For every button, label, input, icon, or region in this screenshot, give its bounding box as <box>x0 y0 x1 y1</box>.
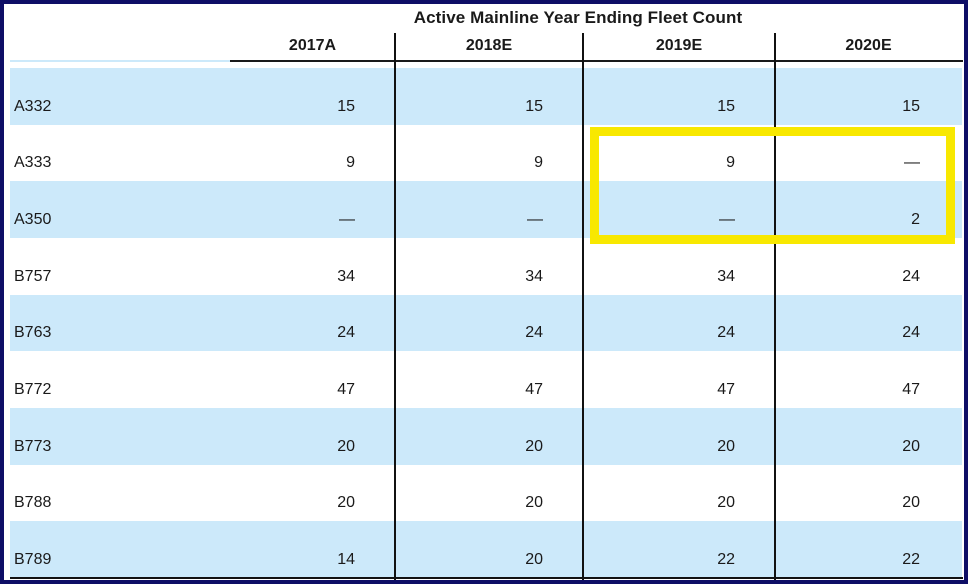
table-row: B772 47 47 47 47 <box>10 351 962 408</box>
cell-value: 2 <box>911 210 920 228</box>
cell-value: 9 <box>534 154 543 172</box>
row-label: B788 <box>14 494 52 512</box>
cell-value: 20 <box>337 437 355 455</box>
cell-value: 20 <box>717 494 735 512</box>
cell-value: 24 <box>337 324 355 342</box>
column-header-2018e: 2018E <box>465 37 513 54</box>
table-row: A332 15 15 15 15 <box>10 68 962 125</box>
column-header-2017a: 2017A <box>288 37 337 54</box>
cell-value: 20 <box>717 437 735 455</box>
table-bottom-rule <box>10 577 963 579</box>
cell-value: 24 <box>902 324 920 342</box>
row-label: A333 <box>14 154 52 172</box>
cell-value: 15 <box>525 97 543 115</box>
table-row: A333 9 9 9 — <box>10 125 962 182</box>
cell-value: — <box>339 210 355 228</box>
cell-value: 20 <box>525 550 543 568</box>
cell-value: — <box>527 210 543 228</box>
table-row: B788 20 20 20 20 <box>10 465 962 522</box>
row-label: B763 <box>14 324 52 342</box>
header-underline-label-column <box>10 60 230 62</box>
cell-value: 47 <box>337 380 355 398</box>
cell-value: 15 <box>337 97 355 115</box>
cell-value: 34 <box>337 267 355 285</box>
row-label: A332 <box>14 97 52 115</box>
table-row: B789 14 20 22 22 <box>10 521 962 578</box>
row-label: B757 <box>14 267 52 285</box>
table-row: B773 20 20 20 20 <box>10 407 962 465</box>
column-divider-1 <box>394 33 396 580</box>
table-body: A332 15 15 15 15 A333 9 9 9 — A350 — — — 2 B757 34 34 34 24… <box>10 68 962 578</box>
cell-value: 15 <box>717 97 735 115</box>
cell-value: 20 <box>525 437 543 455</box>
cell-value: 24 <box>902 267 920 285</box>
cell-value: 47 <box>902 380 920 398</box>
cell-value: 24 <box>717 324 735 342</box>
cell-value: 20 <box>525 494 543 512</box>
cell-value: 22 <box>717 550 735 568</box>
cell-value: 24 <box>525 324 543 342</box>
cell-value: 47 <box>717 380 735 398</box>
row-label: A350 <box>14 210 52 228</box>
row-label: B773 <box>14 437 52 455</box>
cell-value: 9 <box>726 154 735 172</box>
cell-value: 15 <box>902 97 920 115</box>
cell-value: — <box>904 154 920 172</box>
header-underline-data-columns <box>230 60 963 62</box>
row-label: B772 <box>14 380 52 398</box>
row-label: B789 <box>14 550 52 568</box>
cell-value: 20 <box>337 494 355 512</box>
cell-value: 34 <box>525 267 543 285</box>
cell-value: 47 <box>525 380 543 398</box>
cell-value: 20 <box>902 494 920 512</box>
column-header-2019e: 2019E <box>655 37 703 54</box>
table-title: Active Mainline Year Ending Fleet Count <box>413 8 743 27</box>
cell-value: — <box>719 210 735 228</box>
table-row: B763 24 24 24 24 <box>10 294 962 352</box>
cell-value: 22 <box>902 550 920 568</box>
column-header-row: 2017A 2018E 2019E 2020E <box>230 34 962 58</box>
column-divider-3 <box>774 33 776 580</box>
cell-value: 14 <box>337 550 355 568</box>
column-divider-2 <box>582 33 584 580</box>
cell-value: 34 <box>717 267 735 285</box>
cell-value: 20 <box>902 437 920 455</box>
column-header-2020e: 2020E <box>845 37 892 54</box>
cell-value: 9 <box>346 154 355 172</box>
table-row: B757 34 34 34 24 <box>10 238 962 295</box>
table-row: A350 — — — 2 <box>10 181 962 238</box>
